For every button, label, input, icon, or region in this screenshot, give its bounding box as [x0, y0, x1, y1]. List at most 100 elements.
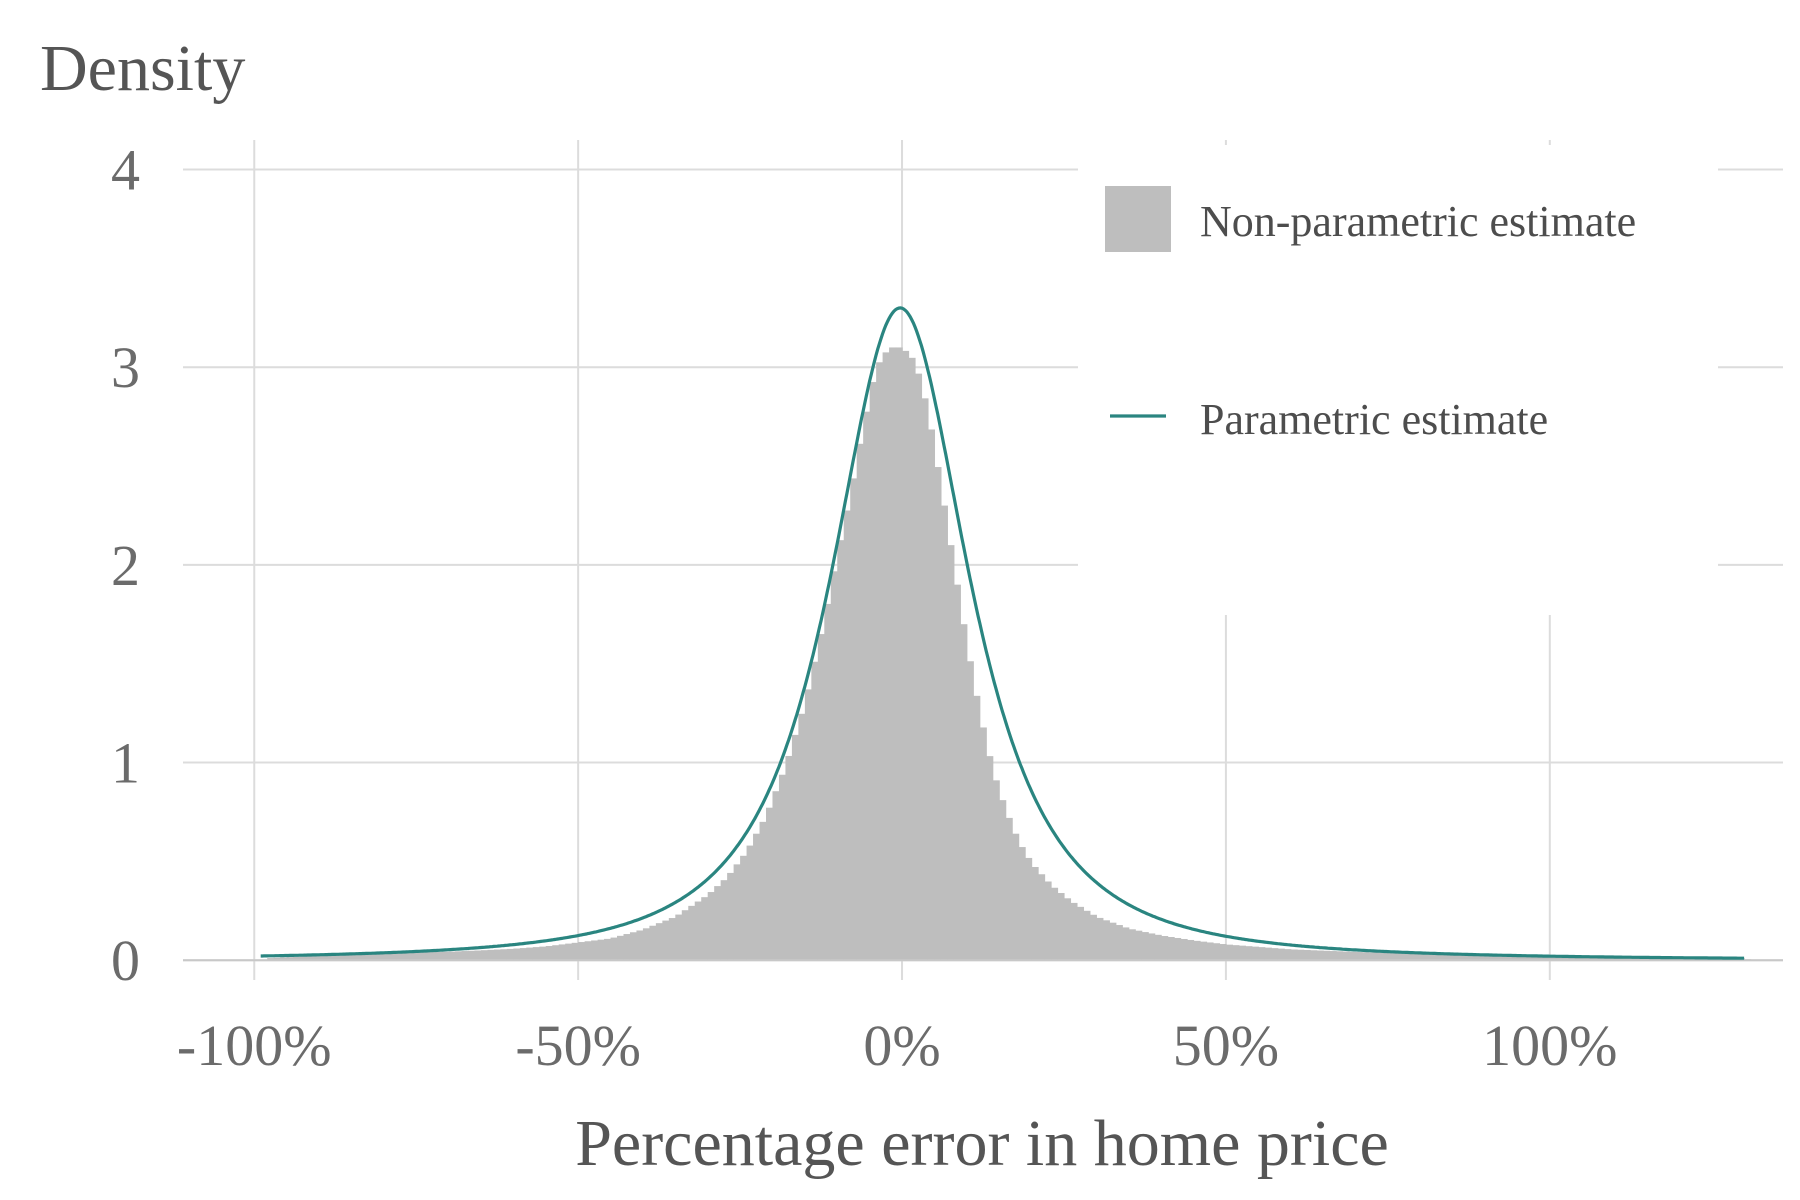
histogram-bar — [1290, 949, 1298, 961]
histogram-bar — [843, 510, 851, 961]
histogram-bar — [455, 951, 463, 961]
y-tick-label: 4 — [111, 138, 140, 203]
histogram-bar — [584, 941, 592, 961]
histogram-bar — [629, 932, 638, 961]
histogram-bar — [1154, 934, 1162, 961]
histogram-bar — [746, 845, 754, 961]
histogram-bar — [1342, 951, 1350, 961]
histogram-bar — [1174, 937, 1182, 961]
histogram-bar — [856, 443, 864, 961]
histogram-bar — [1232, 945, 1240, 961]
histogram-bar — [1161, 936, 1169, 961]
histogram-bar — [1310, 950, 1318, 961]
histogram-bar — [1556, 956, 1564, 961]
x-axis-ticks: -100% -50% 0% 50% 100% — [177, 1013, 1618, 1078]
histogram-bar — [1400, 953, 1408, 961]
histogram-bar — [811, 661, 819, 961]
histogram-bar — [1187, 939, 1195, 961]
histogram-bar — [422, 952, 430, 961]
histogram-bar — [1569, 956, 1577, 961]
histogram-bar — [765, 807, 774, 961]
x-axis-title: Percentage error in home price — [575, 1107, 1389, 1180]
histogram-bar — [1122, 927, 1130, 961]
histogram-bar — [850, 478, 858, 961]
histogram-bar — [1102, 920, 1110, 961]
histogram-bar — [791, 734, 799, 961]
histogram-bar — [429, 952, 437, 961]
histogram-bar — [1549, 956, 1557, 961]
histogram-bar — [1336, 951, 1344, 961]
histogram-bar — [338, 954, 346, 961]
histogram-bar — [325, 955, 333, 961]
histogram-bar — [1180, 938, 1188, 961]
histogram-bar — [694, 901, 702, 961]
y-tick-label: 1 — [111, 731, 140, 796]
histogram-bar — [668, 918, 676, 961]
histogram-bar — [299, 956, 307, 961]
histogram-bar — [649, 925, 657, 961]
histogram-bar — [1258, 947, 1266, 961]
histogram-bar — [435, 951, 443, 961]
histogram-bar — [953, 584, 961, 961]
histogram-bar — [785, 755, 793, 961]
x-tick-label: 100% — [1482, 1013, 1617, 1078]
histogram-bar — [1070, 902, 1078, 961]
histogram-bar — [960, 624, 968, 961]
y-axis-ticks: 0 1 2 3 4 — [111, 138, 140, 994]
histogram-bar — [1251, 946, 1259, 961]
histogram-bar — [798, 713, 806, 961]
histogram-bar — [409, 952, 417, 961]
histogram-bar — [837, 540, 845, 961]
histogram-bar — [306, 956, 314, 961]
histogram-bar — [1459, 954, 1467, 961]
parametric-curve — [260, 306, 1745, 960]
histogram-bar — [480, 950, 489, 961]
histogram-bar — [617, 935, 625, 961]
histogram-bar — [1608, 957, 1616, 961]
histogram-bar — [1439, 954, 1447, 961]
histogram-bar — [1083, 910, 1091, 961]
histogram-bar — [733, 864, 741, 961]
histogram-bar — [1582, 956, 1590, 961]
histogram-bar — [1536, 956, 1544, 961]
histogram-bar — [539, 946, 547, 961]
histogram-bar — [280, 957, 288, 961]
histogram-bar — [1200, 941, 1208, 961]
histogram-bar — [461, 951, 469, 961]
histogram-bar — [1193, 940, 1201, 961]
histogram-bar — [707, 892, 715, 961]
histogram-bar — [1407, 953, 1415, 961]
histogram-bar — [1510, 955, 1519, 961]
histogram-bar — [1329, 951, 1337, 961]
histogram-bar — [662, 920, 670, 961]
histogram-bar — [1491, 955, 1499, 961]
histogram-bar — [1212, 943, 1221, 961]
histogram-bar — [1057, 893, 1065, 961]
histogram-bar — [869, 382, 877, 961]
y-tick-label: 3 — [111, 335, 140, 400]
histogram-bar — [487, 949, 495, 961]
y-tick-label: 0 — [111, 928, 140, 993]
histogram-bar — [319, 955, 327, 961]
histogram-bar — [1148, 933, 1156, 961]
histogram-bar — [357, 953, 365, 961]
histogram-bar — [344, 954, 353, 961]
histogram-bar — [416, 952, 424, 961]
histogram-bar — [1238, 945, 1246, 961]
histogram-bar — [1452, 954, 1460, 961]
histogram-bar — [1504, 955, 1512, 961]
x-tick-label: 50% — [1173, 1013, 1279, 1078]
histogram-bar — [1523, 955, 1531, 961]
x-tick-label: 0% — [863, 1013, 940, 1078]
histogram-bar — [1206, 942, 1214, 961]
histogram-bar — [1575, 956, 1583, 961]
histogram-bar — [701, 897, 709, 961]
histogram-bar — [448, 951, 456, 961]
legend-label-curve: Parametric estimate — [1200, 395, 1548, 444]
histogram-bar — [992, 780, 1000, 961]
histogram-bar — [1141, 932, 1149, 961]
histogram-bar — [1051, 887, 1059, 961]
legend-label-histogram: Non-parametric estimate — [1200, 197, 1636, 246]
histogram-bar — [1005, 817, 1013, 961]
